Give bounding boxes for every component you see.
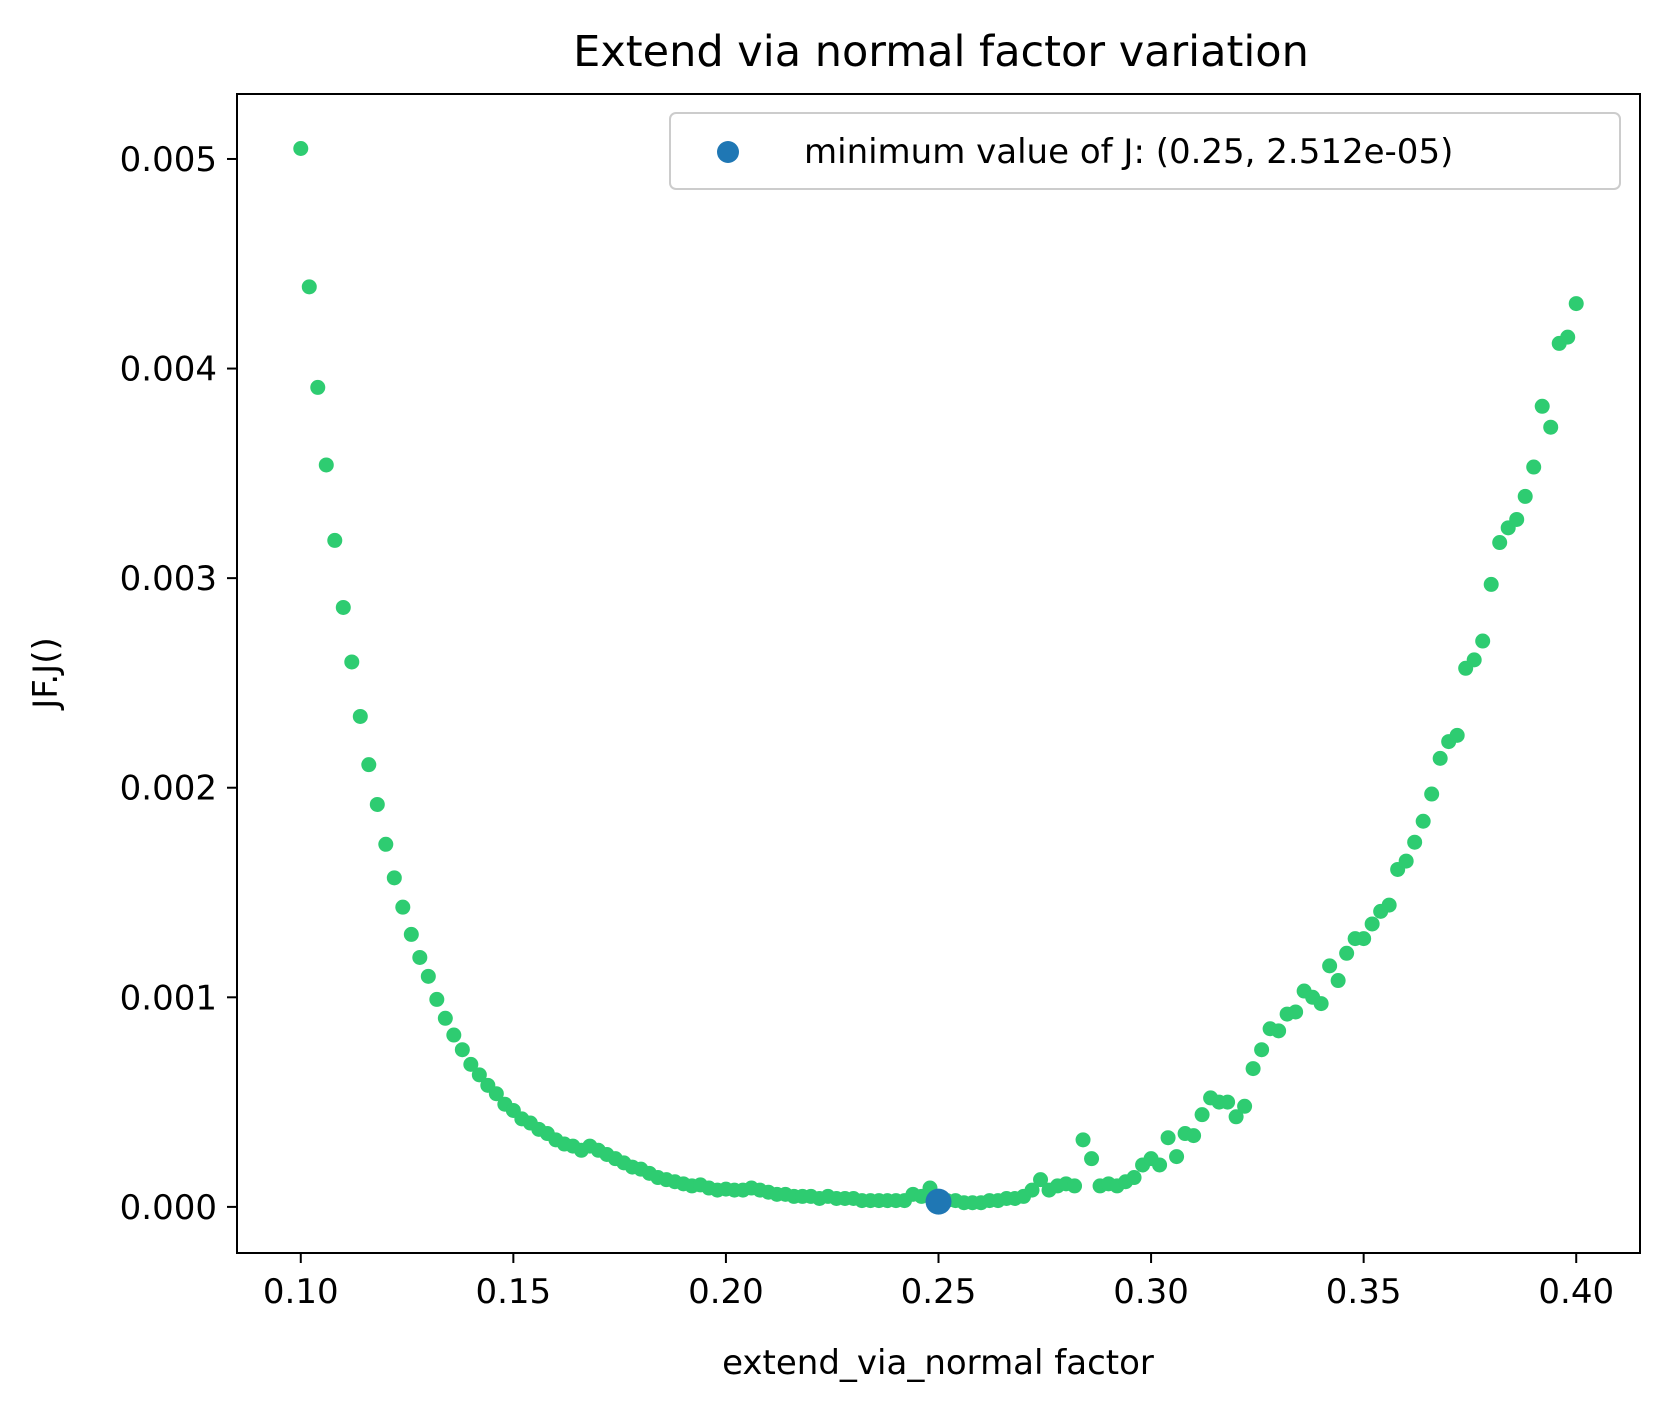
data-point [386,870,402,886]
data-point [1475,633,1491,649]
x-tick-label: 0.15 [475,1272,551,1312]
data-point [488,1086,504,1102]
x-tick-label: 0.30 [1113,1272,1189,1312]
x-axis-label: extend_via_normal factor [722,1343,1154,1383]
y-tick-label: 0.003 [120,559,217,599]
y-tick-label: 0.005 [120,140,217,180]
data-point [344,654,360,670]
y-tick-label: 0.000 [120,1188,217,1228]
data-point [1271,1023,1287,1039]
data-point [1169,1149,1185,1165]
x-tick-label: 0.25 [901,1272,977,1312]
data-point [471,1067,487,1083]
x-tick-label: 0.35 [1326,1272,1402,1312]
data-point [1339,945,1355,961]
data-point [1424,786,1440,802]
data-point [1186,1128,1202,1144]
data-point [318,457,334,473]
data-point [1313,996,1329,1012]
data-point [1466,652,1482,668]
data-point [310,379,326,395]
data-point [1084,1151,1100,1167]
data-point [1517,488,1533,504]
data-point [1330,973,1346,989]
data-point [1526,459,1542,475]
x-tick-label: 0.20 [688,1272,764,1312]
x-tick-label: 0.40 [1538,1272,1614,1312]
legend-entry-label: minimum value of J: (0.25, 2.512e-05) [804,132,1453,172]
data-point [1560,329,1576,345]
y-axis-ticks: 0.000 0.001 0.002 0.003 0.004 0.005 [120,140,237,1228]
data-point [412,949,428,965]
data-point [1322,958,1338,974]
data-points [293,140,1584,1215]
data-point [369,796,385,812]
data-point [420,968,436,984]
data-point [1415,813,1431,829]
data-point [1492,535,1508,551]
x-axis-ticks: 0.10 0.15 0.20 0.25 0.30 0.35 0.40 [263,1253,1614,1312]
data-point [1126,1170,1142,1186]
data-point [301,279,317,295]
x-tick-label: 0.10 [263,1272,339,1312]
data-point [352,708,368,724]
data-point [1364,916,1380,932]
data-point [1237,1098,1253,1114]
data-point [1398,853,1414,869]
data-point [361,757,377,773]
data-point [1067,1178,1083,1194]
data-point [1152,1157,1168,1173]
data-point [1381,897,1397,913]
data-point [1245,1061,1261,1077]
data-point [1033,1172,1049,1188]
data-point [293,140,309,156]
data-point [403,926,419,942]
y-tick-label: 0.004 [120,350,217,390]
y-axis-label: JF.J() [26,637,66,711]
data-point [1432,750,1448,766]
chart-title: Extend via normal factor variation [573,27,1309,77]
legend-box [669,112,1621,190]
data-point [1075,1132,1091,1148]
data-point [1194,1107,1210,1123]
data-point [1509,511,1525,527]
data-point [1407,834,1423,850]
data-point [1160,1130,1176,1146]
y-tick-label: 0.001 [120,978,217,1018]
data-point [1543,419,1559,435]
data-point [1449,727,1465,743]
data-point [1254,1042,1270,1058]
data-point [1220,1094,1236,1110]
data-point [429,991,445,1007]
data-point [463,1056,479,1072]
data-point [1534,398,1550,414]
y-tick-label: 0.002 [120,769,217,809]
data-point [378,836,394,852]
axes-frame [236,93,1641,1254]
data-point [1288,1004,1304,1020]
data-point [437,1010,453,1026]
legend-marker [717,141,739,163]
data-point [1483,576,1499,592]
data-point [395,899,411,915]
data-point [335,599,351,615]
data-point [454,1042,470,1058]
data-point [1356,931,1372,947]
legend: minimum value of J: (0.25, 2.512e-05) [669,112,1621,190]
data-point [1024,1182,1040,1198]
data-point [446,1027,462,1043]
data-point [327,532,343,548]
data-point [1568,296,1584,312]
data-point [1228,1109,1244,1125]
minimum-point [925,1188,952,1215]
